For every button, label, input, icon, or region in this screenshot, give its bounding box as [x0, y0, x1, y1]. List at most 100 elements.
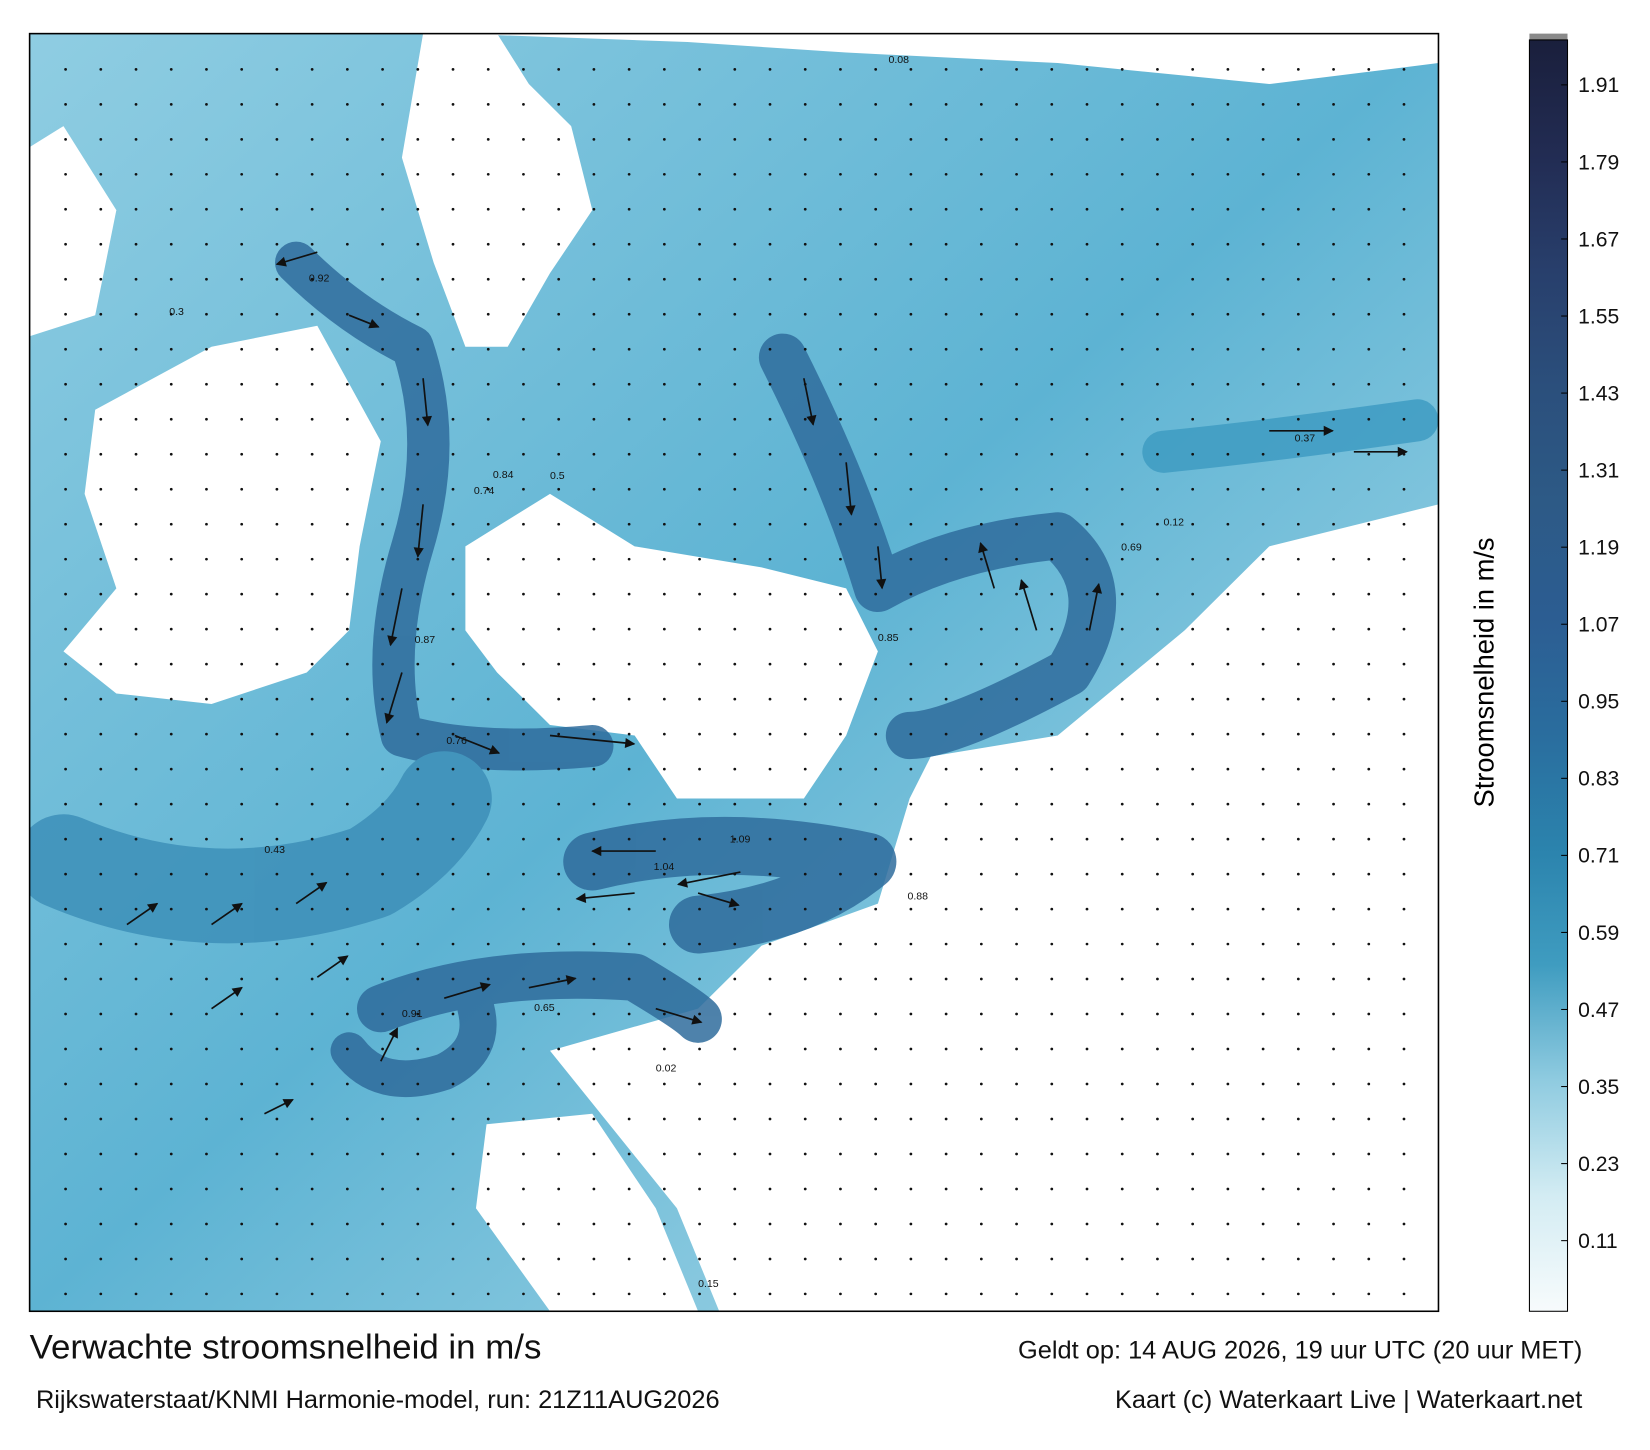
grid-dot [1120, 1222, 1124, 1226]
grid-dot [99, 662, 103, 666]
grid-dot [99, 802, 103, 806]
grid-dot [557, 767, 561, 771]
grid-dot [310, 592, 314, 596]
grid-dot [1332, 837, 1335, 841]
grid-dot [416, 1012, 420, 1016]
grid-dot [698, 67, 701, 71]
grid-dot [169, 907, 173, 911]
grid-dot [733, 1152, 737, 1156]
grid-dot [99, 1222, 103, 1226]
grid-dot [1367, 1292, 1371, 1296]
grid-dot [1156, 1152, 1159, 1156]
grid-dot [64, 242, 67, 246]
grid-dot [99, 592, 103, 596]
grid-dot [733, 67, 737, 71]
grid-dot [451, 697, 455, 701]
grid-dot [134, 137, 138, 141]
grid-dot [522, 522, 525, 526]
colorbar-tick-label: 0.95 [1578, 691, 1619, 714]
grid-dot [1015, 382, 1018, 386]
grid-dot [99, 1082, 103, 1086]
grid-dot [381, 487, 384, 491]
grid-dot [874, 522, 878, 526]
grid-dot [1191, 277, 1195, 281]
grid-dot [944, 1152, 948, 1156]
grid-dot [557, 1187, 561, 1191]
grid-dot [698, 137, 701, 141]
grid-dot [416, 1047, 420, 1051]
colorbar-tick-label: 0.59 [1578, 922, 1619, 945]
grid-dot [1402, 242, 1406, 246]
grid-dot [768, 1187, 772, 1191]
grid-dot [1226, 137, 1230, 141]
grid-dot [874, 662, 878, 666]
grid-dot [1015, 522, 1018, 526]
grid-dot [627, 732, 631, 736]
grid-dot [1296, 67, 1300, 71]
grid-dot [803, 1117, 807, 1121]
grid-dot [486, 592, 490, 596]
grid-dot [839, 767, 842, 771]
grid-dot [1050, 137, 1054, 141]
grid-dot [1296, 627, 1300, 631]
grid-dot [1367, 172, 1371, 176]
grid-dot [416, 417, 420, 421]
grid-dot [275, 1117, 279, 1121]
grid-dot [733, 837, 737, 841]
grid-dot [1015, 592, 1018, 596]
grid-dot [557, 487, 561, 491]
grid-dot [310, 382, 314, 386]
grid-dot [1015, 347, 1018, 351]
grid-dot [944, 907, 948, 911]
grid-dot [1367, 1047, 1371, 1051]
grid-dot [64, 1012, 67, 1016]
arrow-head [387, 635, 398, 647]
grid-dot [733, 207, 737, 211]
grid-dot [169, 627, 173, 631]
grid-dot [557, 522, 561, 526]
grid-dot [662, 732, 666, 736]
grid-dot [345, 172, 349, 176]
grid-dot [381, 907, 384, 911]
grid-dot [310, 557, 314, 561]
grid-dot [416, 1292, 420, 1296]
grid-dot [134, 767, 138, 771]
grid-dot [1015, 452, 1018, 456]
grid-dot [1085, 767, 1089, 771]
grid-dot [99, 242, 103, 246]
grid-dot [1296, 102, 1300, 106]
grid-dot [1402, 102, 1406, 106]
grid-dot [169, 732, 173, 736]
grid-dot [662, 522, 666, 526]
grid-dot [451, 872, 455, 876]
arrow-head [337, 955, 349, 966]
grid-dot [733, 277, 737, 281]
grid-dot [275, 522, 279, 526]
grid-dot [1296, 592, 1300, 596]
grid-dot [979, 207, 983, 211]
grid-dot [134, 1152, 138, 1156]
grid-dot [1332, 557, 1335, 561]
grid-dot [381, 1292, 384, 1296]
grid-dot [733, 557, 737, 561]
grid-dot [909, 1117, 913, 1121]
grid-dot [486, 277, 490, 281]
grid-dot [627, 1222, 631, 1226]
grid-dot [1156, 277, 1159, 281]
grid-dot [1120, 137, 1124, 141]
grid-dot [1296, 662, 1300, 666]
grid-dot [1191, 837, 1195, 841]
grid-dot [627, 347, 631, 351]
grid-dot [662, 207, 666, 211]
grid-dot [381, 207, 384, 211]
grid-dot [345, 67, 349, 71]
grid-dot [557, 907, 561, 911]
grid-dot [1085, 732, 1089, 736]
grid-dot [522, 837, 525, 841]
grid-dot [1120, 837, 1124, 841]
value-label: 0.12 [1163, 516, 1184, 528]
grid-dot [1191, 452, 1195, 456]
grid-dot [1226, 347, 1230, 351]
grid-dot [240, 1222, 244, 1226]
grid-dot [1120, 102, 1124, 106]
